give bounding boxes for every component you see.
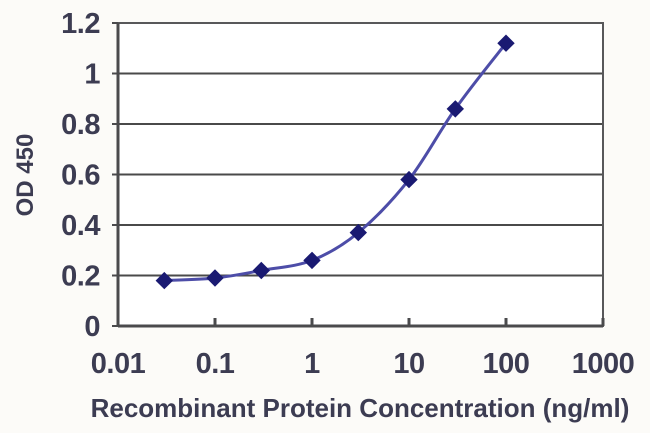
data-point-marker [400, 170, 418, 189]
x-tick-label: 100 [483, 348, 530, 380]
y-tick-label: 0.2 [61, 261, 100, 293]
x-tick-label: 0.1 [196, 348, 235, 380]
data-point-marker [252, 261, 271, 280]
data-point-marker [446, 100, 465, 118]
data-point-marker [349, 223, 368, 242]
data-point-marker [497, 34, 515, 52]
y-axis-title: OD 450 [12, 134, 39, 217]
y-tick-label: 0 [84, 311, 100, 343]
chart-plot-group: 0 0.2 0.4 0.6 0.8 1 1.2 0.01 0.1 1 10 100 1000 [61, 8, 635, 380]
data-point-marker [155, 271, 174, 290]
x-axis-title: Recombinant Protein Concentration (ng/ml… [91, 393, 630, 423]
y-tick-label: 0.4 [61, 210, 100, 242]
data-point-marker [206, 269, 224, 287]
x-tick-label: 1 [304, 348, 320, 380]
y-tick-label: 0.8 [61, 109, 100, 141]
x-tick-label: 1000 [572, 348, 635, 380]
x-tick-label: 0.01 [91, 348, 146, 380]
x-tick-label: 10 [393, 348, 424, 380]
y-tick-label: 1.2 [61, 8, 100, 40]
data-point-marker [303, 251, 321, 270]
y-tick-label: 1 [84, 59, 100, 91]
y-tick-label: 0.6 [61, 160, 100, 192]
